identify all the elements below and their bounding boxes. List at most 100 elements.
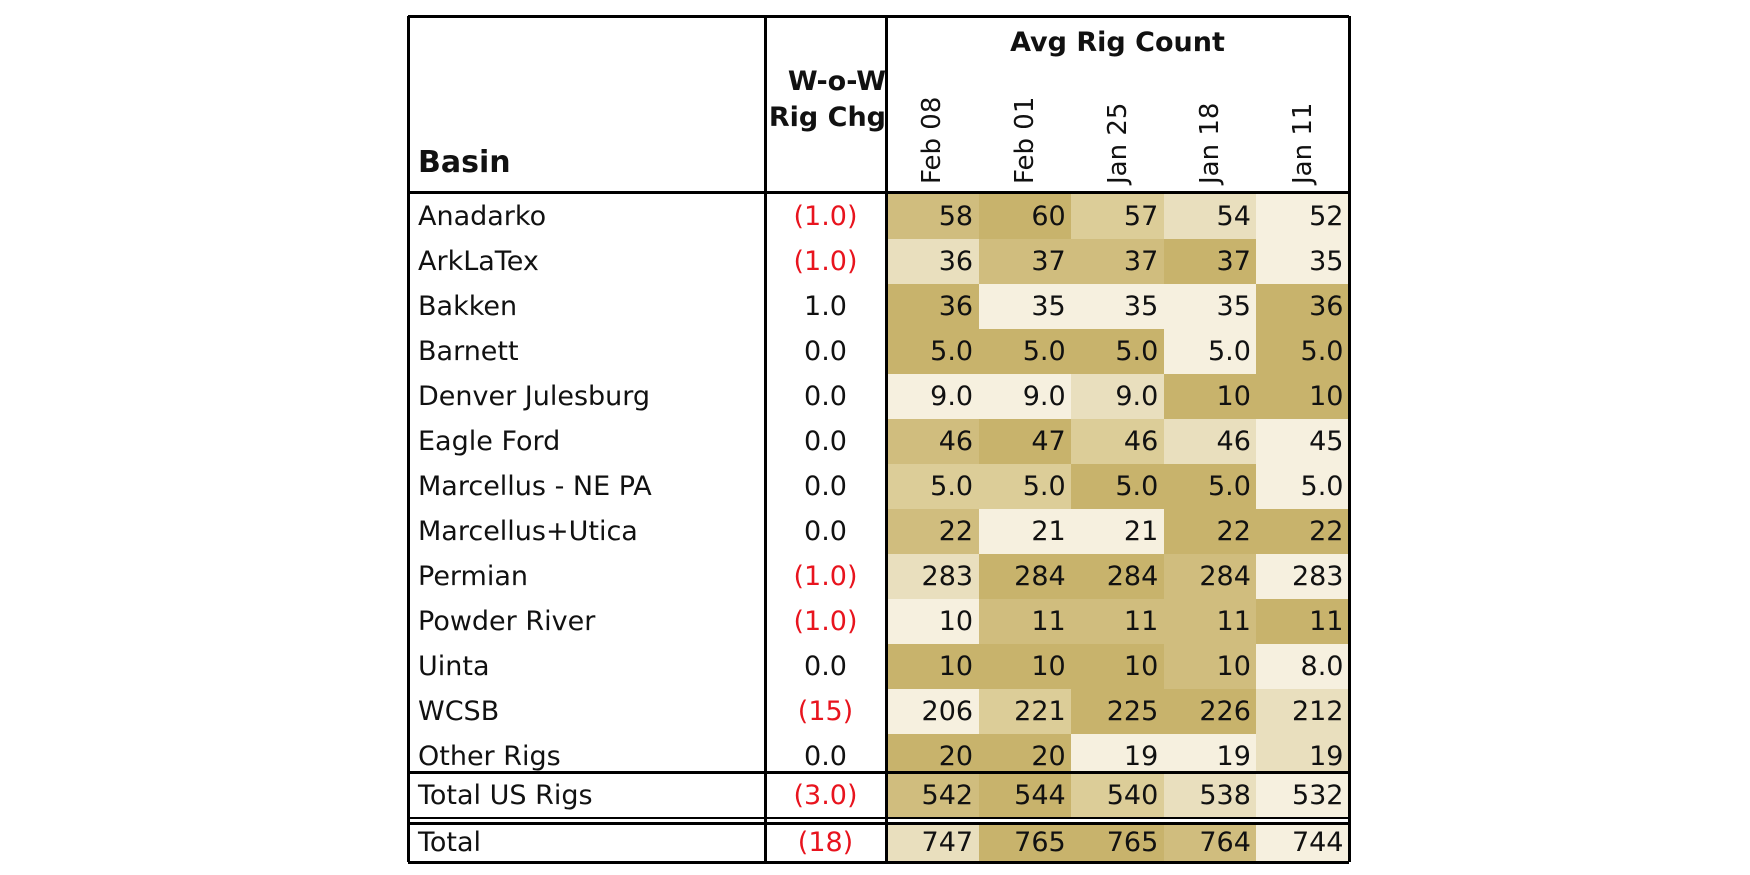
row-3-basin: Barnett: [418, 336, 519, 367]
row-1-change: (1.0): [793, 246, 858, 277]
row-10-basin: Uinta: [418, 651, 490, 682]
row-6-value-2: 5.0: [1071, 464, 1165, 509]
row-8-value-4: 283: [1256, 554, 1350, 599]
row-10-value-3: 10: [1163, 644, 1257, 689]
avg-rig-count-header: Avg Rig Count: [1010, 26, 1225, 58]
row-2-value-4: 36: [1256, 284, 1350, 329]
row-2-change: 1.0: [804, 291, 847, 322]
border-bottom: [408, 860, 1349, 864]
total-row-value-1: 765: [978, 823, 1072, 862]
row-11-value-4: 212: [1256, 689, 1350, 734]
row-5-value-0: 46: [886, 419, 980, 464]
row-8-value-0: 283: [886, 554, 980, 599]
row-1-basin: ArkLaTex: [418, 246, 539, 277]
border-right: [1347, 16, 1351, 862]
row-5-value-2: 46: [1071, 419, 1165, 464]
change-header: W-o-W Rig Chg: [765, 16, 886, 192]
change-header-line-1: Rig Chg: [768, 102, 886, 133]
row-9-value-0: 10: [886, 599, 980, 644]
row-8-basin: Permian: [418, 561, 529, 592]
border-subtotal-top: [408, 770, 1349, 774]
row-0-change: (1.0): [793, 201, 858, 232]
row-8-value-3: 284: [1163, 554, 1257, 599]
row-10-value-2: 10: [1071, 644, 1165, 689]
row-7-change: 0.0: [804, 516, 847, 547]
row-3-value-4: 5.0: [1256, 329, 1350, 374]
row-3-value-2: 5.0: [1071, 329, 1165, 374]
border-total-top: [408, 821, 1349, 825]
row-1-value-1: 37: [978, 239, 1072, 284]
row-5-change: 0.0: [804, 426, 847, 457]
row-1-value-3: 37: [1163, 239, 1257, 284]
basin-header: Basin: [418, 145, 511, 180]
row-3-value-1: 5.0: [978, 329, 1072, 374]
row-11-change: (15): [797, 696, 854, 727]
subtotal-row-change: (3.0): [793, 779, 858, 811]
row-1-value-0: 36: [886, 239, 980, 284]
row-9-value-1: 11: [978, 599, 1072, 644]
row-12-basin: Other Rigs: [418, 741, 561, 772]
change-header-line-0: W-o-W: [787, 66, 886, 97]
row-1-value-2: 37: [1071, 239, 1165, 284]
row-10-value-4: 8.0: [1256, 644, 1350, 689]
row-1-value-4: 35: [1256, 239, 1350, 284]
row-6-basin: Marcellus - NE PA: [418, 471, 652, 502]
row-6-value-0: 5.0: [886, 464, 980, 509]
total-row-change: (18): [797, 827, 854, 858]
row-11-value-0: 206: [886, 689, 980, 734]
row-4-value-2: 9.0: [1071, 374, 1165, 419]
total-row-basin: Total: [418, 827, 482, 858]
row-2-value-1: 35: [978, 284, 1072, 329]
row-11-value-1: 221: [978, 689, 1072, 734]
border-col-1: [763, 16, 767, 862]
date-header-1: Feb 01: [1009, 96, 1040, 184]
row-10-value-0: 10: [886, 644, 980, 689]
row-2-basin: Bakken: [418, 291, 518, 322]
total-row-value-3: 764: [1163, 823, 1257, 862]
row-8-value-2: 284: [1071, 554, 1165, 599]
date-header-3: Jan 18: [1195, 102, 1226, 184]
date-header-4: Jan 11: [1287, 102, 1318, 184]
row-2-value-3: 35: [1163, 284, 1257, 329]
row-10-change: 0.0: [804, 651, 847, 682]
border-header-bottom: [408, 190, 1349, 194]
subtotal-row-value-1: 544: [978, 772, 1072, 818]
row-4-value-3: 10: [1163, 374, 1257, 419]
total-row-value-2: 765: [1071, 823, 1165, 862]
row-8-change: (1.0): [793, 561, 858, 592]
row-7-value-3: 22: [1163, 509, 1257, 554]
row-2-value-0: 36: [886, 284, 980, 329]
row-6-change: 0.0: [804, 471, 847, 502]
row-0-basin: Anadarko: [418, 201, 547, 232]
subtotal-row-value-4: 532: [1256, 772, 1350, 818]
subtotal-row-value-3: 538: [1163, 772, 1257, 818]
row-9-value-2: 11: [1071, 599, 1165, 644]
row-7-basin: Marcellus+Utica: [418, 516, 638, 547]
date-header-2: Jan 25: [1102, 102, 1133, 184]
row-7-value-1: 21: [978, 509, 1072, 554]
border-subtotal-bottom: [408, 817, 1349, 819]
row-3-value-0: 5.0: [886, 329, 980, 374]
row-4-basin: Denver Julesburg: [418, 381, 651, 412]
row-2-value-2: 35: [1071, 284, 1165, 329]
row-11-value-3: 226: [1163, 689, 1257, 734]
row-0-value-4: 52: [1256, 194, 1350, 239]
row-9-change: (1.0): [793, 606, 858, 637]
row-9-basin: Powder River: [418, 606, 596, 637]
total-row-value-4: 744: [1256, 823, 1350, 862]
row-5-value-3: 46: [1163, 419, 1257, 464]
row-0-value-3: 54: [1163, 194, 1257, 239]
row-0-value-1: 60: [978, 194, 1072, 239]
row-6-value-3: 5.0: [1163, 464, 1257, 509]
row-7-value-0: 22: [886, 509, 980, 554]
row-6-value-4: 5.0: [1256, 464, 1350, 509]
row-9-value-3: 11: [1163, 599, 1257, 644]
row-12-change: 0.0: [804, 741, 847, 772]
subtotal-row-basin: Total US Rigs: [418, 779, 593, 811]
row-10-value-1: 10: [978, 644, 1072, 689]
border-left: [406, 16, 410, 862]
row-8-value-1: 284: [978, 554, 1072, 599]
row-7-value-2: 21: [1071, 509, 1165, 554]
border-top: [408, 14, 1349, 18]
